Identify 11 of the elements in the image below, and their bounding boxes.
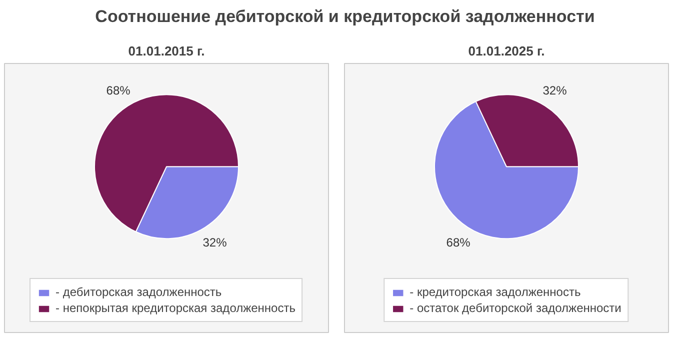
text: Соотношение дебиторской и кредиторской задолженности xyxy=(95,6,595,28)
chart-subtitle: 01.01.2015 г. xyxy=(128,44,205,58)
legend-label: - остаток дебиторской задолженности xyxy=(410,301,622,315)
legend-label: - дебиторская задолженность xyxy=(56,285,222,299)
data-label: 68% xyxy=(106,84,131,98)
data-label: 68% xyxy=(446,236,471,250)
legend-label: - непокрытая кредиторская задолженность xyxy=(56,301,296,315)
data-label: 32% xyxy=(542,84,568,98)
legend-label: - кредиторская задолженность xyxy=(410,285,581,299)
data-label: 32% xyxy=(202,236,228,250)
chart-subtitle: 01.01.2025 г. xyxy=(468,44,545,58)
